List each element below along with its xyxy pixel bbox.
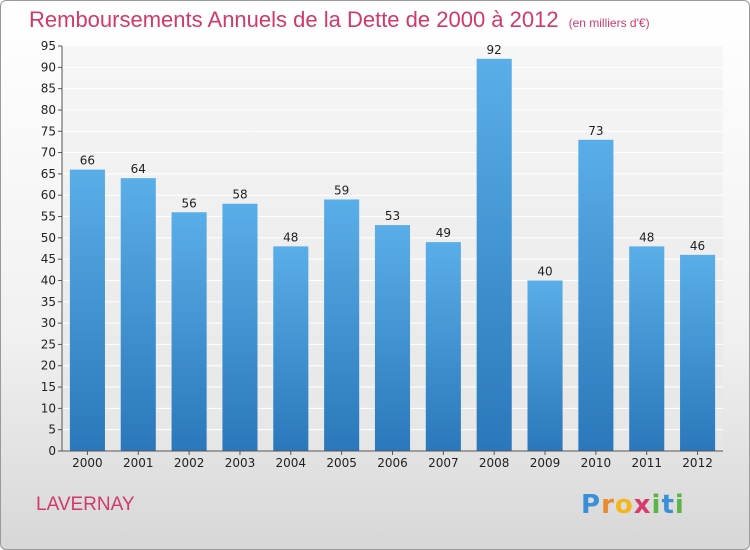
x-tick-label-2010: 2010	[581, 456, 612, 470]
bar-2004	[273, 246, 309, 451]
bars: 66 64 56 58 48 59 53 49 92 40 73 48 46	[69, 43, 716, 451]
bar-2005	[324, 199, 360, 451]
y-tick-label: 0	[48, 444, 56, 458]
proxiti-logo: Proxiti	[581, 490, 685, 520]
x-tick-label-2011: 2011	[631, 456, 662, 470]
y-tick-label: 30	[41, 316, 56, 330]
data-label-2003: 58	[232, 188, 247, 202]
y-tick-label: 65	[41, 167, 56, 181]
y-tick-label: 50	[41, 231, 56, 245]
y-tick-label: 10	[41, 401, 56, 415]
y-tick-label: 95	[41, 39, 56, 53]
x-tick-label-2005: 2005	[326, 456, 357, 470]
x-tick-label-2002: 2002	[174, 456, 205, 470]
bar-2002	[171, 212, 207, 451]
x-tick-label-2009: 2009	[530, 456, 561, 470]
x-tick-label-2001: 2001	[123, 456, 154, 470]
y-tick-label: 70	[41, 146, 56, 160]
data-label-2002: 56	[181, 196, 196, 210]
x-tick-label-2003: 2003	[225, 456, 256, 470]
data-label-2011: 48	[639, 230, 654, 244]
data-label-2010: 73	[588, 124, 603, 138]
y-tick-label: 85	[41, 82, 56, 96]
y-tick-label: 35	[41, 295, 56, 309]
data-label-2007: 49	[436, 226, 451, 240]
y-tick-label: 75	[41, 124, 56, 138]
y-axis-ticks: 0 5 10 15 20 25 30 35 40 45 50 55 60 65 70 75 80 85 90 95	[41, 39, 62, 458]
data-label-2000: 66	[80, 154, 95, 168]
bar-2012	[680, 254, 716, 451]
data-label-2005: 59	[334, 183, 349, 197]
y-tick-label: 40	[41, 273, 56, 287]
data-label-2009: 40	[537, 264, 552, 278]
bar-2008	[476, 58, 512, 451]
data-label-2001: 64	[131, 162, 146, 176]
data-label-2012: 46	[690, 239, 705, 253]
data-label-2004: 48	[283, 230, 298, 244]
bar-2009	[527, 280, 563, 451]
x-axis-ticks: 2000 2001 2002 2003 2004 2005 2006 2007 2008 2009…	[72, 451, 713, 470]
x-tick-label-2006: 2006	[377, 456, 408, 470]
y-tick-label: 15	[41, 380, 56, 394]
x-tick-label-2004: 2004	[276, 456, 307, 470]
chart-title: Remboursements Annuels de la Dette de 20…	[29, 7, 650, 33]
bar-2010	[578, 139, 614, 451]
data-label-2006: 53	[385, 209, 400, 223]
bar-2000	[69, 169, 105, 451]
x-tick-label-2008: 2008	[479, 456, 510, 470]
y-tick-label: 45	[41, 252, 56, 266]
y-tick-label: 55	[41, 210, 56, 224]
y-tick-label: 5	[48, 423, 56, 437]
y-tick-label: 90	[41, 60, 56, 74]
place-name: LAVERNAY	[36, 494, 135, 515]
y-tick-label: 25	[41, 337, 56, 351]
y-tick-label: 80	[41, 103, 56, 117]
bar-2001	[120, 178, 156, 451]
chart-unit: (en milliers d'€)	[568, 16, 650, 30]
x-tick-label-2000: 2000	[72, 456, 103, 470]
bar-2007	[425, 242, 461, 451]
y-tick-label: 60	[41, 188, 56, 202]
bar-2006	[374, 225, 411, 451]
chart-title-text: Remboursements Annuels de la Dette de 20…	[29, 7, 559, 32]
x-tick-label-2012: 2012	[682, 456, 713, 470]
x-tick-label-2007: 2007	[428, 456, 459, 470]
data-label-2008: 92	[487, 43, 502, 57]
bar-2003	[222, 203, 258, 451]
bar-2011	[629, 246, 665, 451]
y-tick-label: 20	[41, 359, 56, 373]
